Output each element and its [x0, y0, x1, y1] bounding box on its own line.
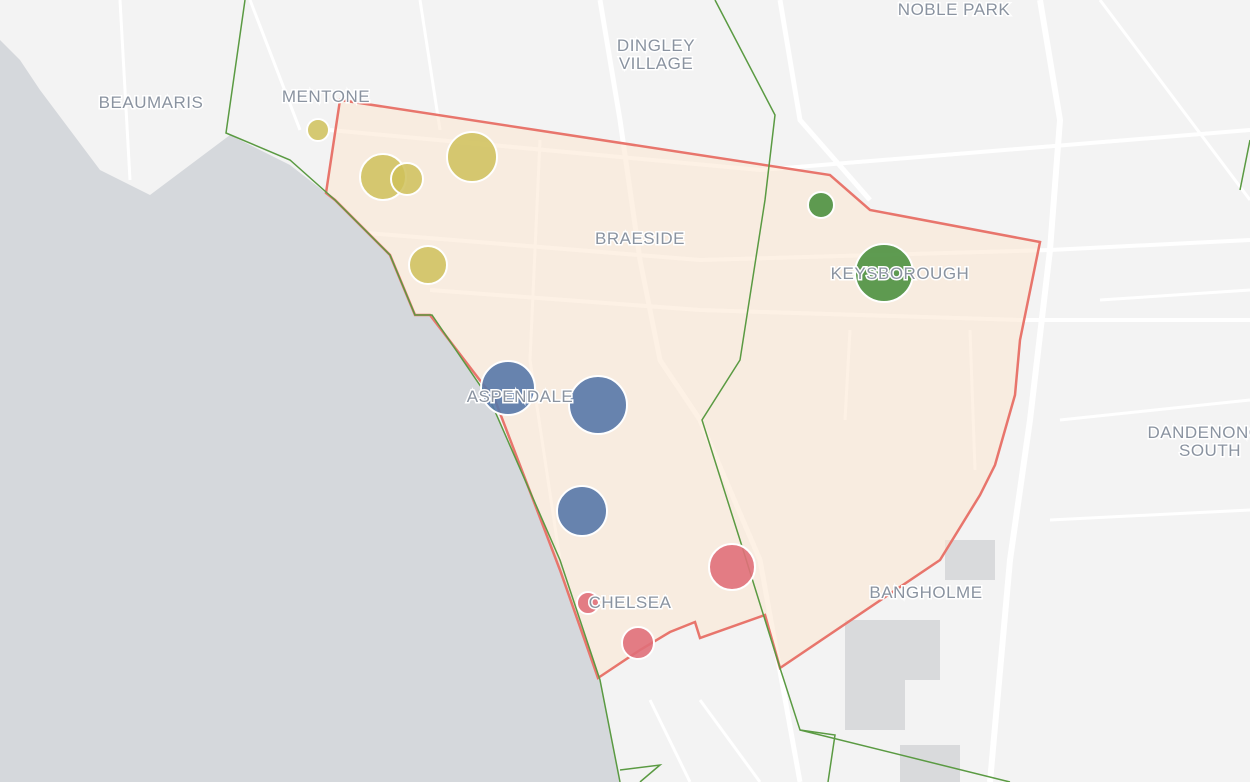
bubble [854, 243, 914, 303]
bubble [390, 162, 424, 196]
bubble [621, 626, 655, 660]
place-label: KEYSBOROUGH [831, 264, 970, 283]
bubble [408, 245, 448, 285]
place-label: DINGLEY VILLAGE [617, 36, 695, 73]
label-line: DINGLEY [617, 36, 695, 55]
label-line: VILLAGE [619, 54, 693, 73]
bubble [708, 543, 756, 591]
boundaries [225, 0, 1250, 782]
bubble [306, 118, 330, 142]
place-labels: NOBLE PARK DINGLEY VILLAGE BEAUMARIS MENT… [97, 0, 1250, 614]
bubble [556, 485, 608, 537]
sea [0, 40, 620, 782]
bubble [807, 191, 835, 219]
bubble [576, 591, 600, 615]
label-line: SOUTH [1179, 441, 1241, 460]
bubbles [306, 118, 914, 660]
place-label: DANDENONGSOUTH [1147, 423, 1250, 460]
bubble [480, 360, 536, 416]
bubble [568, 375, 628, 435]
bubble [446, 131, 498, 183]
industrial-blocks [845, 540, 995, 782]
place-label: CHELSEA [589, 593, 672, 612]
place-label: NOBLE PARK [898, 0, 1011, 19]
place-label: BEAUMARIS [99, 93, 204, 112]
label-line: DANDENONG [1147, 423, 1250, 442]
place-label: BRAESIDE [595, 229, 685, 248]
place-label: MENTONE [282, 87, 370, 106]
place-label: BANGHOLME [869, 583, 982, 602]
place-label: ASPENDALE [467, 387, 574, 406]
